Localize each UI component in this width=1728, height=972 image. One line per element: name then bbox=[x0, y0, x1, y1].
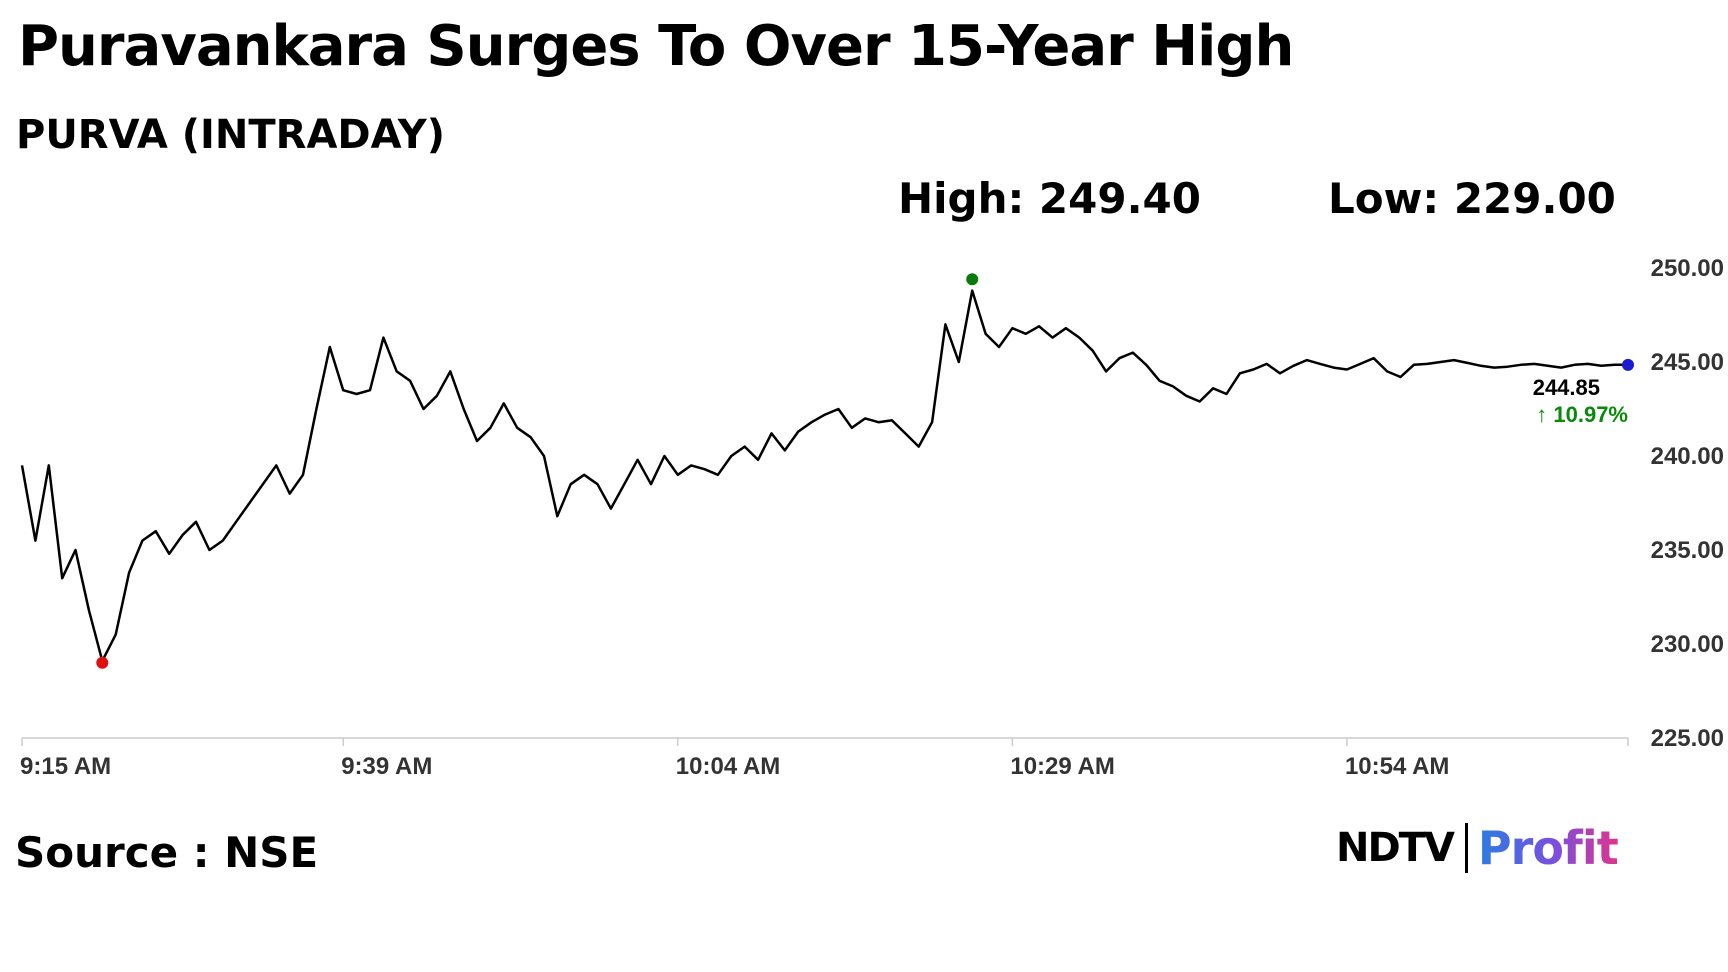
chart-subtitle: PURVA (INTRADAY) bbox=[16, 112, 445, 158]
x-tick-label: 10:04 AM bbox=[676, 753, 780, 780]
line-layer bbox=[20, 289, 1628, 663]
logo-profit-text: Profit bbox=[1477, 821, 1619, 875]
y-tick-label: 245.00 bbox=[1651, 349, 1724, 376]
price-chart: 250.00 245.00 240.00 235.00 230.00 225.00 9:15… bbox=[20, 255, 1724, 780]
y-tick-label: 235.00 bbox=[1651, 537, 1724, 564]
axis-layer: 250.00 245.00 240.00 235.00 230.00 225.00 9:15… bbox=[20, 255, 1724, 780]
price-line bbox=[20, 289, 1628, 663]
last-price-marker bbox=[1622, 358, 1634, 371]
logo-divider bbox=[1464, 823, 1468, 873]
y-tick-label: 225.00 bbox=[1651, 725, 1724, 752]
change-label: ↑ 10.97% bbox=[1536, 402, 1628, 427]
y-tick-label: 250.00 bbox=[1651, 255, 1724, 282]
x-tick-label: 10:29 AM bbox=[1010, 753, 1114, 780]
high-stat: High: 249.40 bbox=[898, 174, 1202, 223]
x-tick-label: 9:15 AM bbox=[20, 753, 111, 780]
last-price-label: 244.85 bbox=[1533, 375, 1600, 400]
source-label: Source : NSE bbox=[15, 828, 319, 877]
low-stat: Low: 229.00 bbox=[1328, 174, 1616, 223]
marker-layer bbox=[96, 273, 1634, 669]
y-tick-label: 240.00 bbox=[1651, 443, 1724, 470]
high-marker bbox=[966, 273, 979, 286]
x-tick-label: 10:54 AM bbox=[1345, 753, 1449, 780]
low-marker bbox=[96, 656, 109, 669]
x-tick-label: 9:39 AM bbox=[341, 753, 432, 780]
logo-ndtv-text: NDTV bbox=[1336, 825, 1455, 871]
y-tick-label: 230.00 bbox=[1651, 631, 1724, 658]
label-layer: 244.85↑ 10.97% bbox=[1533, 375, 1628, 427]
brand-logo: NDTV Profit bbox=[1336, 820, 1619, 876]
chart-title: Puravankara Surges To Over 15-Year High bbox=[18, 14, 1294, 79]
